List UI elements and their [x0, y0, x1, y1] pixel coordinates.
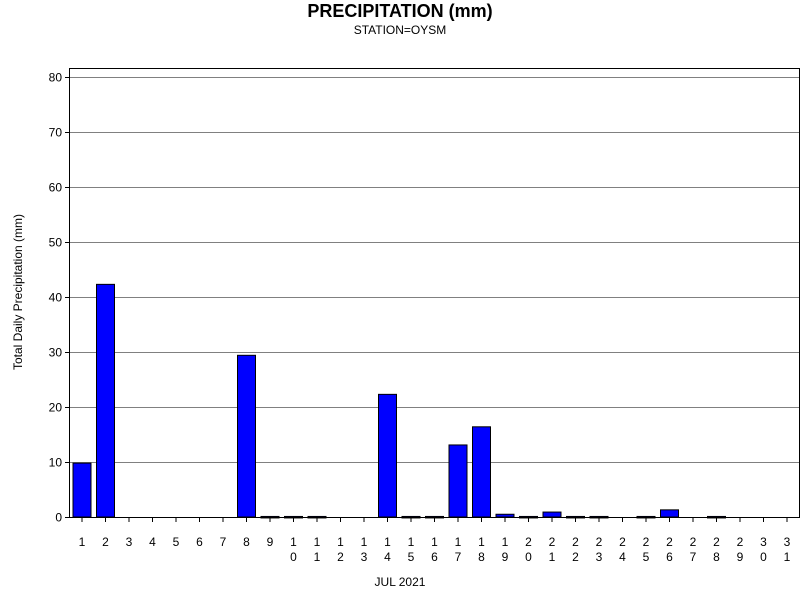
y-axis-ticks: 0 10 20 30 40 50 60 70 80 [49, 71, 70, 525]
x-tick-label: 9 [267, 535, 274, 549]
bar-day-17 [448, 444, 468, 518]
x-tick-label: 7 [220, 535, 227, 549]
x-axis-label: JUL 2021 [374, 575, 426, 589]
y-tick-label: 40 [49, 291, 63, 305]
chart-title: PRECIPITATION (mm) [307, 1, 493, 21]
x-tick-label: 3 [126, 535, 133, 549]
bar-day-18 [472, 426, 491, 518]
plot-area-frame [69, 68, 800, 518]
bar-day-8 [237, 354, 256, 518]
x-tick-label: 2 [102, 535, 109, 549]
gridlines [70, 77, 800, 463]
x-tick-label: 4 [149, 535, 156, 549]
y-tick-label: 60 [49, 181, 63, 195]
bar-day-1 [72, 462, 92, 518]
y-tick-label: 0 [55, 511, 62, 525]
x-tick-label: 5 [173, 535, 180, 549]
y-tick-label: 10 [49, 456, 63, 470]
y-tick-label: 80 [49, 71, 63, 85]
x-tick-label: 8 [243, 535, 250, 549]
chart-subtitle: STATION=OYSM [353, 23, 447, 37]
y-tick-label: 20 [49, 401, 63, 415]
bars [72, 283, 726, 519]
x-tick-label: 1 [79, 535, 86, 549]
bar-day-14 [378, 393, 397, 518]
x-axis-ticks: 1 2 3 4 5 6 7 8 9 1 01 11 21 31 41 51 61 71 81 92 02 12 22 32 42… [79, 517, 791, 564]
bar-day-19 [495, 513, 515, 518]
bar-day-2 [96, 283, 115, 518]
bar-day-26 [660, 509, 679, 518]
y-tick-label: 70 [49, 126, 63, 140]
y-tick-label: 30 [49, 346, 63, 360]
bar-day-21 [542, 511, 562, 518]
x-tick-label: 6 [196, 535, 203, 549]
y-tick-label: 50 [49, 236, 63, 250]
